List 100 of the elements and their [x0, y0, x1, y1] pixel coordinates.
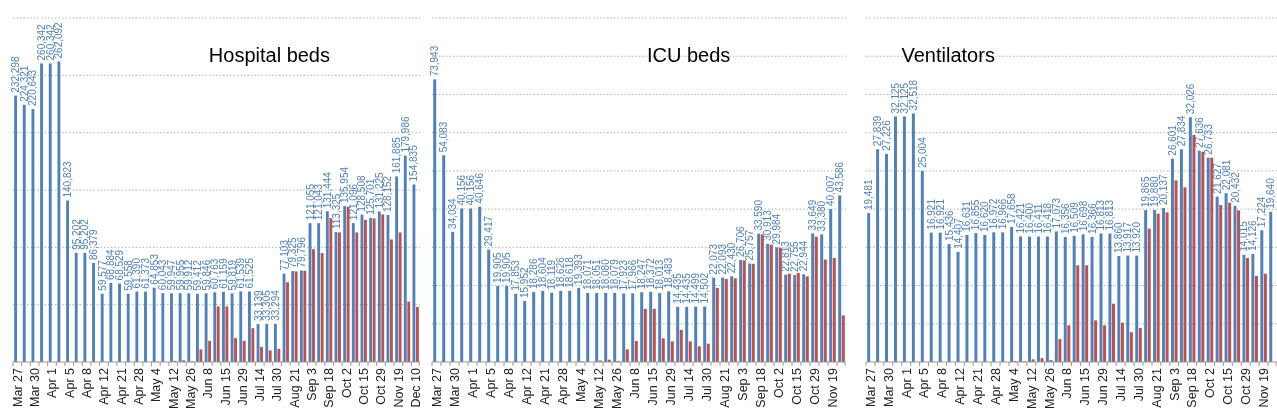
x-tick-label: Jun 15 — [218, 367, 233, 406]
data-label: 54,083 — [438, 121, 450, 153]
data-label: 16,921 — [925, 198, 937, 230]
data-label: 25,004 — [916, 136, 928, 168]
x-tick-label: Apr 1 — [465, 367, 480, 398]
data-label: 18,626 — [555, 256, 567, 288]
x-tick-label: Jun 15 — [1078, 367, 1093, 406]
data-label: 154,835 — [408, 144, 420, 182]
data-label: 40,646 — [474, 172, 486, 204]
x-tick-label: Apr 21 — [537, 367, 552, 405]
x-tick-label: May 26 — [609, 367, 624, 409]
data-label: 61,539 — [235, 257, 247, 289]
x-tick-label: Apr 8 — [79, 367, 94, 398]
x-tick-label: Apr 28 — [555, 367, 570, 405]
data-label: 60,043 — [157, 259, 169, 291]
x-tick-label: Jul 14 — [681, 367, 696, 402]
data-label: 25,757 — [744, 229, 756, 261]
data-label: 26,601 — [1166, 124, 1178, 156]
x-tick-label: Oct 15 — [357, 367, 372, 405]
data-label: 16,509 — [1068, 201, 1080, 233]
data-label: 26,706 — [735, 225, 747, 257]
x-tick-label: Apr 5 — [917, 367, 932, 398]
x-tick-label: Oct 2 — [771, 367, 786, 398]
data-label: 14,126 — [1247, 219, 1259, 252]
x-tick-label: Nov 19 — [391, 367, 406, 408]
x-tick-label: Oct 29 — [807, 367, 822, 405]
data-label: 121,055 — [304, 183, 316, 221]
x-tick-label: Apr 5 — [483, 367, 498, 398]
data-label: 18,286 — [528, 258, 540, 290]
data-label: 113,325 — [330, 193, 342, 230]
data-label: 140,823 — [62, 160, 74, 198]
x-tick-label: May 12 — [591, 367, 606, 409]
x-tick-label: Mar 30 — [28, 367, 43, 407]
x-tick-label: Jul 30 — [699, 367, 714, 402]
data-label: 33,649 — [807, 199, 819, 231]
data-label: 262,092 — [53, 21, 65, 59]
data-label: 16,855 — [970, 199, 982, 231]
data-label: 27,226 — [881, 119, 893, 151]
data-label: 128,152 — [382, 175, 394, 213]
data-label: 16,631 — [961, 200, 973, 232]
data-label: 14,407 — [952, 217, 964, 249]
data-label: 18,079 — [609, 258, 621, 290]
data-label: 14,015 — [1238, 220, 1250, 252]
data-label: 16,366 — [1086, 202, 1098, 234]
data-label: 14,435 — [681, 272, 693, 304]
data-label: 29,984 — [771, 213, 783, 245]
x-tick-label: May 4 — [1006, 367, 1021, 403]
data-label: 18,080 — [600, 258, 612, 290]
x-tick-label: Mar 27 — [863, 367, 878, 407]
data-label: 16,620 — [979, 200, 991, 232]
data-label: 18,119 — [546, 259, 558, 290]
x-tick-label: Jul 14 — [1114, 367, 1129, 402]
x-tick-label: Oct 29 — [1239, 367, 1254, 405]
data-label: 13,860 — [1113, 222, 1125, 254]
data-label: 16,813 — [1104, 199, 1116, 231]
data-label: 22,093 — [717, 243, 729, 275]
x-tick-label: Oct 15 — [1221, 367, 1236, 405]
x-tick-label: May 12 — [1024, 367, 1039, 409]
x-tick-label: Apr 21 — [114, 367, 129, 405]
data-label: 19,880 — [1149, 176, 1161, 208]
x-tick-label: Jun 15 — [645, 367, 660, 406]
data-label: 40,156 — [456, 174, 468, 206]
data-label: 32,026 — [1184, 83, 1196, 115]
data-label: 32,125 — [889, 82, 901, 114]
data-label: 33,139 — [252, 289, 264, 321]
data-label: 14,502 — [699, 272, 711, 304]
x-tick-label: Sep 3 — [1167, 367, 1182, 401]
data-label: 43,586 — [834, 161, 846, 193]
x-tick-label: May 26 — [1042, 367, 1057, 409]
data-label: 40,156 — [465, 174, 477, 206]
x-tick-label: Apr 28 — [131, 367, 146, 405]
x-tick-label: Jul 14 — [253, 367, 268, 402]
data-label: 60,763 — [209, 258, 221, 290]
data-label: 77,103 — [278, 239, 290, 271]
x-tick-label: Apr 21 — [971, 367, 986, 405]
x-tick-label: Aug 21 — [717, 367, 732, 408]
data-label: 17,658 — [1006, 192, 1018, 225]
data-label: 22,755 — [789, 241, 801, 273]
data-label: 73,943 — [429, 45, 441, 77]
data-label: 18,247 — [636, 258, 648, 290]
data-label: 22,081 — [1220, 159, 1232, 191]
data-label: 18,372 — [645, 257, 657, 289]
x-tick-label: Jun 8 — [201, 367, 216, 399]
x-tick-label: Mar 30 — [447, 367, 462, 407]
data-label: 20,432 — [1229, 171, 1241, 203]
data-label: 220,643 — [27, 69, 39, 106]
x-tick-label: Jul 30 — [270, 367, 285, 402]
data-label: 16,421 — [1015, 202, 1027, 234]
data-label: 29,417 — [483, 215, 495, 247]
x-tick-label: Apr 12 — [519, 367, 534, 405]
data-label: 22,813 — [780, 240, 792, 272]
text: Hospital beds — [208, 44, 330, 66]
data-label: 18,604 — [537, 256, 549, 288]
data-label: 18,051 — [591, 258, 603, 291]
x-tick-label: Sep 18 — [1185, 367, 1200, 408]
x-tick-label: May 12 — [166, 367, 181, 409]
data-label: 27,839 — [872, 115, 884, 147]
data-label: 18,071 — [582, 258, 594, 290]
x-tick-label: Mar 30 — [881, 367, 896, 407]
data-label: 79,325 — [287, 237, 299, 269]
